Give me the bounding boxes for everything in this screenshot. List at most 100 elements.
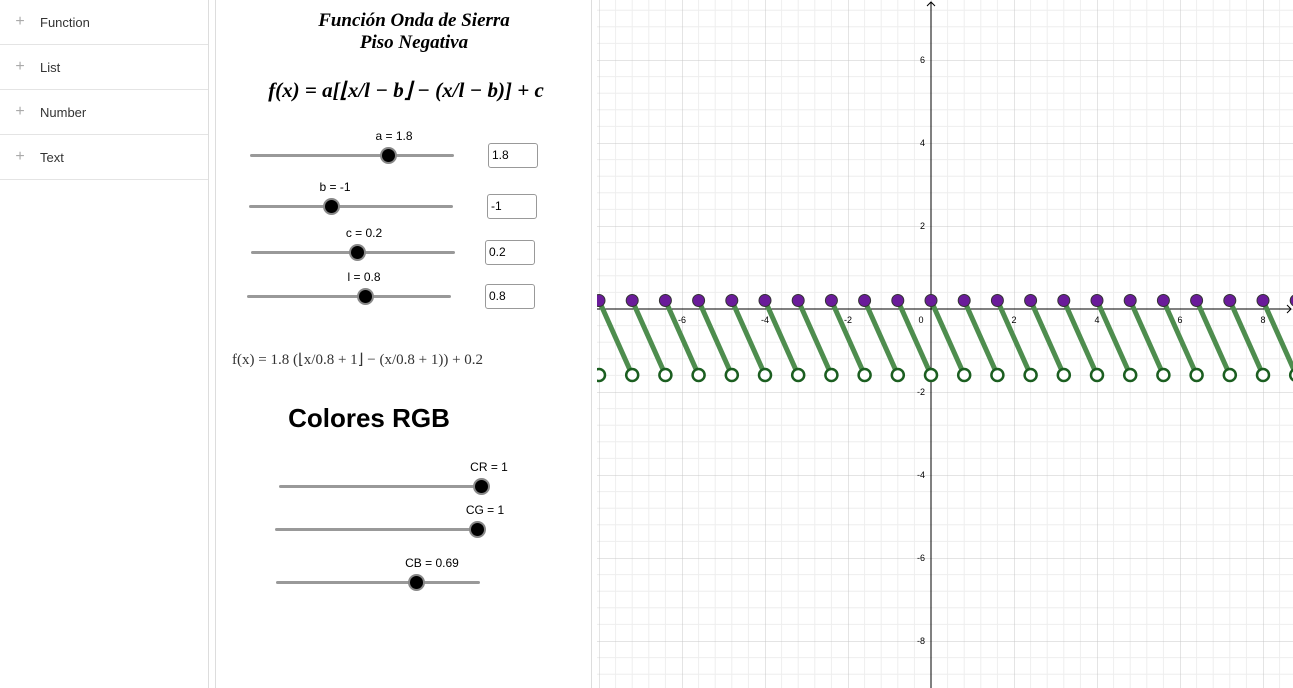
segment — [663, 299, 701, 377]
axis-arrows — [926, 1, 1292, 314]
y-tick-label: 4 — [920, 138, 925, 148]
algebra-sidebar: + Function + List + Number + Text — [0, 0, 209, 688]
expand-icon: + — [15, 58, 25, 75]
slider-label: a = 1.8 — [375, 129, 413, 143]
title: Función Onda de Sierra — [318, 10, 510, 31]
y-tick-label: 2 — [920, 221, 925, 231]
segment — [895, 299, 934, 377]
segment — [1260, 299, 1293, 374]
slider-track — [276, 581, 480, 584]
closed-point — [891, 294, 905, 307]
open-point — [597, 367, 607, 383]
x-tick-label: -2 — [844, 315, 852, 325]
title: Piso Negativa — [359, 32, 469, 53]
open-point — [724, 367, 740, 383]
closed-point — [791, 294, 805, 307]
closed-point — [1190, 294, 1204, 307]
closed-point — [725, 294, 739, 307]
y-tick-label: -2 — [917, 387, 925, 397]
y-tick-label: 6 — [920, 55, 925, 65]
closed-point — [990, 294, 1004, 307]
slider-input[interactable]: 0.8 — [485, 284, 535, 309]
segment — [961, 299, 1000, 377]
slider-input[interactable]: 1.8 — [488, 143, 538, 168]
closed-point — [924, 294, 938, 307]
segment — [762, 299, 801, 377]
slider-track — [279, 485, 488, 488]
open-point — [1056, 367, 1072, 383]
closed-point — [692, 294, 706, 307]
closed-point — [1256, 294, 1270, 307]
slider-label: l = 0.8 — [347, 270, 381, 284]
slider-label: CR = 1 — [470, 460, 508, 474]
segment — [1028, 299, 1067, 377]
slider-knob[interactable] — [473, 478, 490, 495]
open-point — [691, 367, 706, 383]
expand-icon: + — [15, 103, 25, 120]
closed-point — [625, 294, 639, 307]
open-point — [624, 367, 640, 383]
open-point — [923, 367, 939, 383]
item-label: Text — [40, 149, 64, 165]
closed-point — [1123, 294, 1137, 307]
open-point — [1288, 368, 1293, 382]
slider-knob[interactable] — [357, 288, 374, 305]
y-tick-label: -4 — [917, 470, 925, 480]
open-point — [1255, 367, 1271, 383]
slider-track — [250, 154, 454, 157]
closed-point — [1024, 294, 1038, 307]
slider-knob[interactable] — [349, 244, 366, 261]
y-tick-label: -8 — [917, 636, 925, 646]
open-point — [790, 367, 806, 383]
open-point — [1156, 367, 1171, 383]
closed-point — [597, 294, 606, 307]
closed-point — [957, 294, 971, 307]
segment — [696, 299, 735, 377]
closed-point — [1289, 294, 1293, 307]
segment — [928, 299, 967, 377]
x-tick-label: 2 — [1011, 315, 1016, 325]
slider-input[interactable]: -1 — [487, 194, 537, 219]
x-tick-label: -4 — [761, 315, 769, 325]
slider-knob[interactable] — [408, 574, 425, 591]
closed-point — [1057, 294, 1071, 307]
item-label: Function — [40, 14, 90, 30]
slider-knob[interactable] — [323, 198, 340, 215]
sidebar-item[interactable]: + List — [0, 45, 208, 90]
sidebar-item[interactable]: + Number — [0, 90, 208, 135]
x-tick-label: 8 — [1260, 315, 1265, 325]
closed-point — [658, 294, 672, 307]
slider-track — [275, 528, 484, 531]
closed-point — [824, 294, 838, 307]
result-formula: f(x) = 1.8 (⌊x/0.8 + 1⌋ − (x/0.8 + 1)) +… — [232, 352, 484, 368]
graph-view: -6 -4 -2 0 2 4 6 8 6 4 2 -2 -4 -6 -8 — [597, 0, 1293, 688]
slider-label: b = -1 — [319, 180, 351, 194]
slider-label: CB = 0.69 — [405, 556, 459, 570]
segment — [729, 299, 768, 377]
open-point — [1089, 367, 1105, 383]
open-point — [1023, 367, 1038, 383]
formula: f(x) = a[⌊x/l − b⌋ − (x/l − b)] + c — [268, 78, 544, 102]
sidebar-item[interactable]: + Function — [0, 0, 208, 45]
rgb-title: Colores RGB — [288, 403, 450, 433]
segment — [1127, 299, 1166, 377]
item-label: Number — [40, 104, 87, 120]
segment — [829, 299, 867, 377]
expand-icon: + — [15, 13, 25, 30]
slider-input[interactable]: 0.2 — [485, 240, 535, 265]
slider-knob[interactable] — [380, 147, 397, 164]
x-tick-label: 0 — [918, 315, 923, 325]
segment — [795, 299, 834, 377]
segment — [1194, 299, 1233, 377]
closed-point — [758, 294, 772, 307]
open-point — [1222, 367, 1238, 383]
panel: Función Onda de Sierra Piso Negativa f(x… — [215, 0, 592, 688]
open-point — [857, 367, 872, 383]
grid — [597, 0, 1293, 688]
slider-label: c = 0.2 — [345, 226, 383, 240]
sidebar-item[interactable]: + Text — [0, 135, 208, 180]
expand-icon: + — [15, 148, 25, 165]
slider-knob[interactable] — [469, 521, 486, 538]
segment — [1227, 299, 1266, 377]
